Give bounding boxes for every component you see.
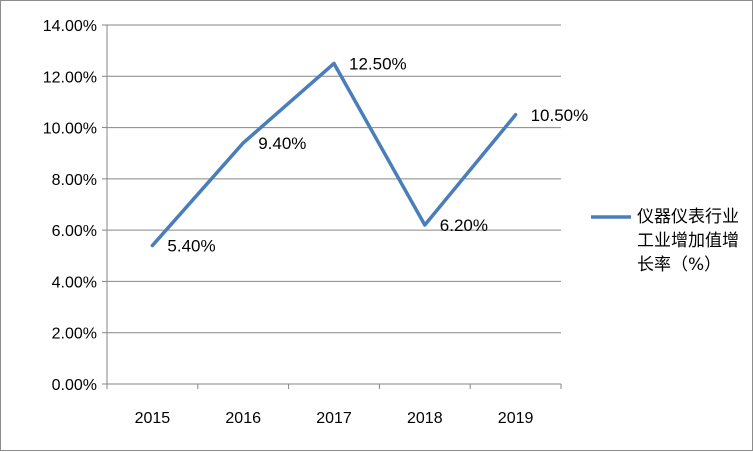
x-tick-label: 2019 <box>498 410 534 427</box>
y-tick-label: 12.00% <box>43 69 97 86</box>
axes <box>106 25 562 389</box>
data-labels: 5.40% 9.40% 12.50% 6.20% 10.50% <box>167 54 588 255</box>
series-group <box>150 61 518 248</box>
y-tick-label: 14.00% <box>43 18 97 35</box>
data-point <box>423 223 427 227</box>
x-tick-label: 2017 <box>316 410 352 427</box>
data-point <box>514 113 518 117</box>
y-tick-label: 8.00% <box>52 172 97 189</box>
y-tick-label: 4.00% <box>52 274 97 291</box>
data-point <box>150 244 154 248</box>
y-tick-label: 6.00% <box>52 223 97 240</box>
data-label: 10.50% <box>531 106 589 125</box>
x-tick-label: 2018 <box>407 410 443 427</box>
data-label: 5.40% <box>167 237 215 256</box>
legend-label: 仪器仪表行业工业增加值增长率（%） <box>637 207 739 275</box>
y-tick-labels: 0.00% 2.00% 4.00% 6.00% 8.00% 10.00% 12.00% 14.… <box>43 18 97 394</box>
data-label: 9.40% <box>258 134 306 153</box>
x-tick-labels: 2015 2016 2017 2018 2019 <box>135 410 534 427</box>
data-point <box>332 61 336 65</box>
y-tick-label: 2.00% <box>52 326 97 343</box>
data-point <box>241 141 245 145</box>
data-label: 6.20% <box>440 216 488 235</box>
data-label: 12.50% <box>349 54 407 73</box>
y-tick-label: 10.00% <box>43 121 97 138</box>
x-tick-label: 2016 <box>225 410 261 427</box>
x-tick-label: 2015 <box>135 410 171 427</box>
gridlines <box>102 24 561 385</box>
y-tick-label: 0.00% <box>52 377 97 394</box>
